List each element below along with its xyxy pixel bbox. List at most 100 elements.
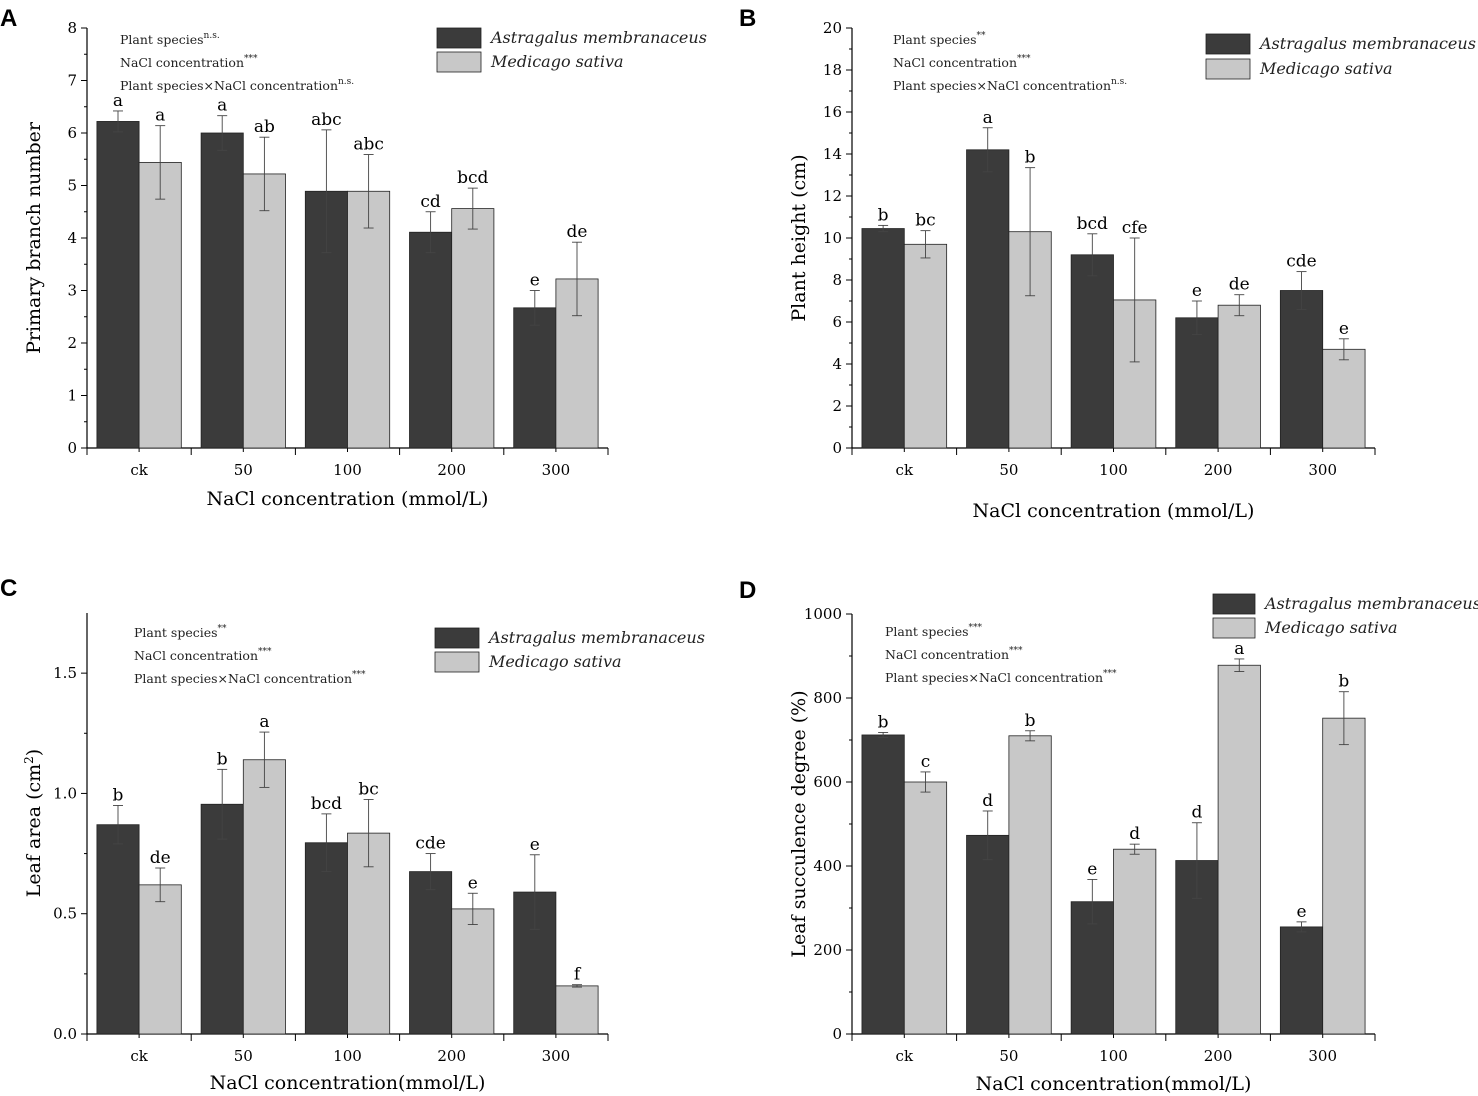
legend-swatch-astragalus: [1212, 593, 1256, 615]
significance-letter: e: [1339, 319, 1349, 339]
bar-medicago: [138, 161, 182, 449]
bar-astragalus: [96, 824, 140, 1035]
y-tick-label: 1.5: [53, 664, 77, 682]
y-tick-label: 0: [832, 439, 842, 457]
bar-medicago: [1217, 304, 1261, 449]
x-tick-label: 100: [1099, 461, 1128, 479]
y-tick-label: 1: [67, 387, 77, 405]
bar-medicago: [242, 173, 286, 449]
y-axis-title: Plant height (cm): [788, 154, 810, 321]
significance-letter: cfe: [1122, 218, 1148, 238]
significance-letter: de: [1229, 275, 1250, 295]
significance-letter: cd: [420, 192, 441, 212]
significance-letter: d: [1191, 803, 1202, 823]
significance-letter: f: [574, 965, 582, 985]
x-tick-label: 100: [1099, 1047, 1128, 1065]
x-tick-label: 100: [333, 1047, 362, 1065]
stats-annotation: NaCl concentration***: [134, 647, 272, 663]
significance-letter: c: [921, 752, 931, 772]
y-tick-label: 2: [67, 334, 77, 352]
x-axis-title: NaCl concentration(mmol/L): [976, 1073, 1252, 1095]
significance-letter: de: [567, 222, 588, 242]
y-tick-label: 0: [832, 1025, 842, 1043]
x-tick-label: 200: [437, 1047, 466, 1065]
significance-letter: e: [530, 835, 540, 855]
y-tick-label: 400: [813, 857, 842, 875]
bar-medicago: [1113, 848, 1157, 1035]
legend-swatch-astragalus: [1205, 33, 1251, 55]
x-tick-label: ck: [896, 461, 914, 479]
y-tick-label: 600: [813, 773, 842, 791]
y-tick-label: 200: [813, 941, 842, 959]
bar-astragalus: [409, 231, 453, 449]
significance-letter: e: [530, 271, 540, 291]
bar-astragalus: [1279, 290, 1324, 449]
x-tick-label: 50: [999, 1047, 1018, 1065]
y-tick-label: 3: [67, 282, 77, 300]
bar-medicago: [1217, 664, 1261, 1035]
x-tick-label: 200: [1204, 1047, 1233, 1065]
legend-label: Medicago sativa: [490, 52, 624, 71]
bar-astragalus: [200, 803, 244, 1035]
y-tick-label: 12: [823, 187, 842, 205]
significance-letter: e: [1296, 902, 1306, 922]
y-axis-title: Primary branch number: [23, 121, 45, 354]
y-tick-label: 0: [67, 439, 77, 457]
bar-astragalus: [409, 871, 453, 1035]
stats-annotation: NaCl concentration***: [120, 54, 258, 70]
stats-annotation: Plant species**: [134, 624, 227, 640]
significance-letter: a: [217, 96, 227, 116]
significance-letter: cde: [1286, 252, 1316, 272]
x-tick-label: 200: [1204, 461, 1233, 479]
stats-annotation: Plant species***: [885, 623, 983, 639]
significance-letter: a: [113, 91, 123, 111]
panel-label-a: A: [0, 5, 17, 32]
stats-annotation: Plant species**: [893, 31, 986, 47]
x-tick-label: ck: [896, 1047, 914, 1065]
stats-annotation: Plant species×NaCl concentrationn.s.: [120, 77, 354, 93]
significance-letter: a: [983, 108, 993, 128]
chart-d: D 0 200 400 600 800 1000 ck b c 50 d b 100 e d 200 d a 300 e…: [739, 577, 1478, 1095]
x-tick-label: 300: [542, 1047, 571, 1065]
y-tick-label: 8: [67, 19, 77, 37]
bar-medicago: [903, 243, 948, 449]
bar-astragalus: [513, 307, 557, 449]
significance-letter: ab: [254, 117, 275, 137]
y-axis-title: Leaf area (cm2): [22, 749, 45, 897]
x-tick-label: ck: [130, 461, 148, 479]
x-axis-title: NaCl concentration (mmol/L): [973, 500, 1255, 522]
y-tick-label: 0.5: [53, 905, 77, 923]
x-tick-label: 100: [333, 461, 362, 479]
significance-letter: e: [1087, 859, 1097, 879]
legend-label: Astragalus membranaceus: [1263, 594, 1478, 613]
x-tick-label: ck: [130, 1047, 148, 1065]
bar-medicago: [1008, 735, 1052, 1035]
panel-label-b: B: [739, 5, 756, 32]
bar-astragalus: [1175, 317, 1219, 449]
y-tick-label: 1000: [804, 605, 842, 623]
panel-a: A 0 1 2 3 4 5 6 7 8 ck a a 50 a ab 100 abc abc 200 cd bcd 300 e…: [0, 0, 739, 548]
significance-letter: bc: [915, 211, 935, 231]
y-tick-label: 2: [832, 397, 842, 415]
bar-astragalus: [200, 132, 244, 449]
significance-letter: b: [1025, 711, 1036, 731]
y-tick-label: 4: [67, 229, 77, 247]
bar-astragalus: [304, 842, 348, 1035]
y-tick-label: 5: [67, 177, 77, 195]
legend-label: Astragalus membranaceus: [487, 628, 705, 647]
panel-d: D 0 200 400 600 800 1000 ck b c 50 d b 100 e d 200 d a 300 e…: [739, 548, 1478, 1096]
stats-annotation: Plant speciesn.s.: [120, 31, 220, 47]
significance-letter: a: [259, 712, 269, 732]
legend-label: Medicago sativa: [1259, 59, 1393, 78]
y-tick-label: 20: [823, 19, 842, 37]
panel-label-d: D: [739, 577, 756, 604]
y-tick-label: 6: [832, 313, 842, 331]
significance-letter: bcd: [1077, 214, 1108, 234]
bar-astragalus: [861, 734, 905, 1035]
bar-astragalus: [1070, 254, 1114, 449]
significance-letter: d: [1129, 824, 1140, 844]
significance-letter: b: [878, 712, 889, 732]
y-tick-label: 18: [823, 61, 842, 79]
